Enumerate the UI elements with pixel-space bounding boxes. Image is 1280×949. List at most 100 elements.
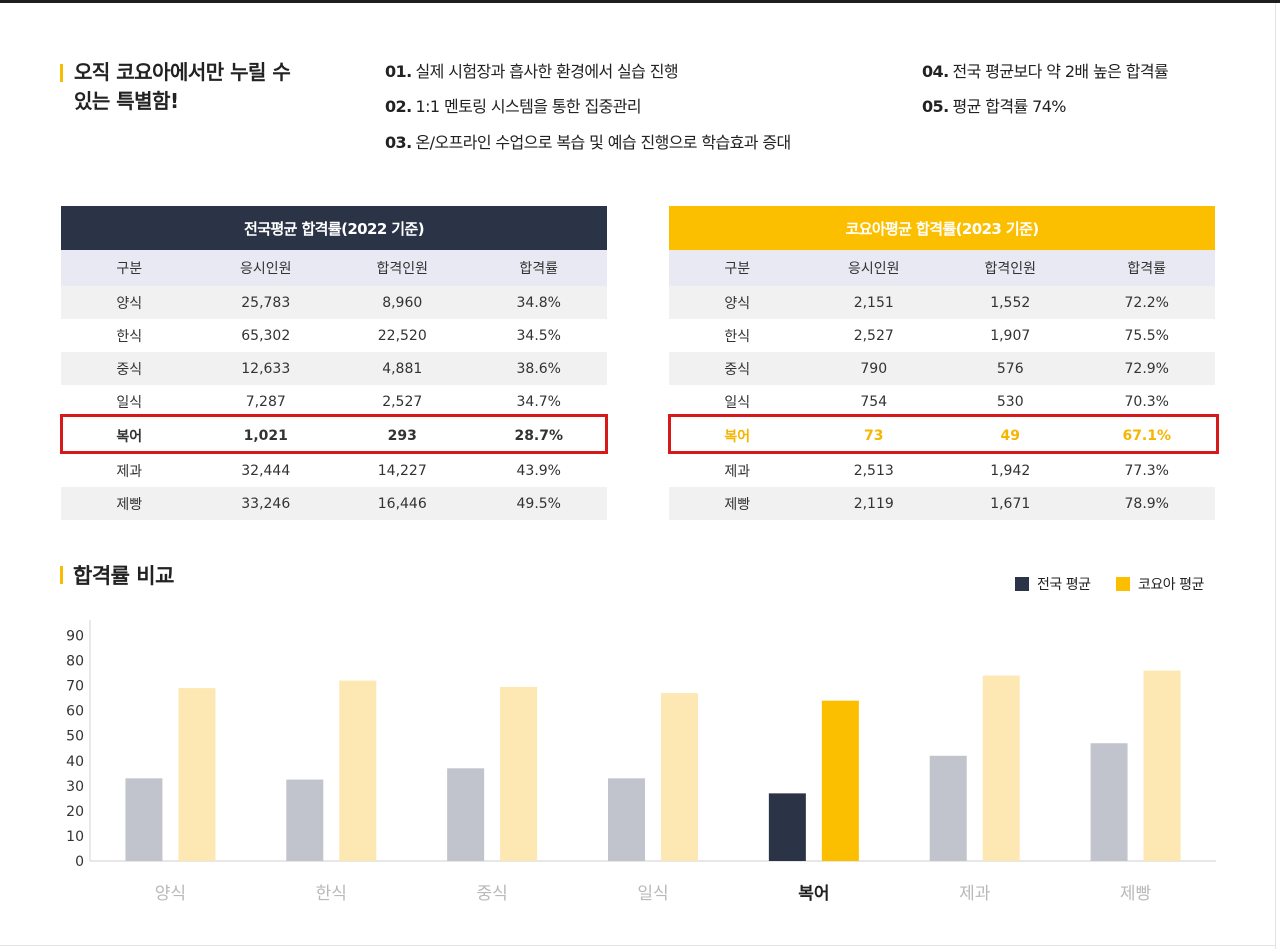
bottom-border bbox=[0, 945, 1276, 946]
y-tick-label: 70 bbox=[66, 679, 84, 695]
col-header: 구분 bbox=[669, 250, 806, 286]
bar-national-중식 bbox=[447, 768, 485, 861]
y-tick-label: 50 bbox=[66, 729, 84, 745]
y-tick-label: 40 bbox=[66, 754, 84, 770]
table-cell: 22,520 bbox=[334, 319, 471, 352]
bar-koyoa-제과 bbox=[982, 675, 1020, 861]
table-cell: 양식 bbox=[61, 286, 198, 319]
table-row: 한식 2,527 1,907 75.5% bbox=[669, 319, 1215, 352]
x-tick-label: 일식 bbox=[637, 884, 668, 904]
table-row: 제과 32,444 14,227 43.9% bbox=[61, 454, 607, 487]
table-cell: 28.7% bbox=[470, 418, 607, 454]
table-row: 한식 65,302 22,520 34.5% bbox=[61, 319, 607, 352]
table-cell: 2,527 bbox=[334, 385, 471, 418]
right-border bbox=[1275, 3, 1276, 949]
col-header: 합격인원 bbox=[942, 250, 1079, 286]
feature-item-3: 03. 온/오프라인 수업으로 복습 및 예습 진행으로 학습효과 증대 bbox=[385, 133, 791, 152]
table-row: 일식 7,287 2,527 34.7% bbox=[61, 385, 607, 418]
table-cell: 790 bbox=[805, 352, 942, 385]
national-table-title: 전국평균 합격률(2022 기준) bbox=[61, 206, 607, 250]
y-tick-label: 10 bbox=[66, 829, 84, 845]
bar-national-복어 bbox=[768, 793, 806, 861]
bar-national-제빵 bbox=[1090, 743, 1128, 861]
top-border bbox=[0, 0, 1280, 3]
table-cell: 8,960 bbox=[334, 286, 471, 319]
feature-item-1: 01. 실제 시험장과 흡사한 환경에서 실습 진행 bbox=[385, 62, 679, 81]
table-cell: 38.6% bbox=[470, 352, 607, 385]
y-tick-label: 20 bbox=[66, 804, 84, 820]
table-cell: 70.3% bbox=[1078, 385, 1215, 418]
table-cell: 제과 bbox=[669, 454, 806, 487]
y-tick-label: 80 bbox=[66, 654, 84, 670]
table-cell: 75.5% bbox=[1078, 319, 1215, 352]
table-cell: 일식 bbox=[669, 385, 806, 418]
table-cell: 복어 bbox=[669, 418, 806, 454]
table-cell: 한식 bbox=[61, 319, 198, 352]
legend-national: 전국 평균 bbox=[1015, 574, 1091, 594]
y-tick-label: 30 bbox=[66, 779, 84, 795]
table-cell: 34.8% bbox=[470, 286, 607, 319]
table-cell: 7,287 bbox=[197, 385, 334, 418]
col-header: 합격률 bbox=[470, 250, 607, 286]
table-cell: 1,942 bbox=[942, 454, 1079, 487]
intro-title: 오직 코요아에서만 누릴 수 있는 특별함! bbox=[74, 60, 291, 113]
table-cell: 78.9% bbox=[1078, 487, 1215, 520]
table-row: 제빵 2,119 1,671 78.9% bbox=[669, 487, 1215, 520]
table-cell: 1,021 bbox=[197, 418, 334, 454]
table-cell: 293 bbox=[334, 418, 471, 454]
table-cell: 복어 bbox=[61, 418, 198, 454]
col-header: 구분 bbox=[61, 250, 198, 286]
table-cell: 2,513 bbox=[805, 454, 942, 487]
table-cell: 77.3% bbox=[1078, 454, 1215, 487]
table-cell: 34.7% bbox=[470, 385, 607, 418]
legend-label-koyoa: 코요아 평균 bbox=[1138, 577, 1204, 593]
feature-item-2: 02. 1:1 멘토링 시스템을 통한 집중관리 bbox=[385, 97, 642, 116]
table-cell: 일식 bbox=[61, 385, 198, 418]
table-cell: 1,907 bbox=[942, 319, 1079, 352]
y-tick-label: 0 bbox=[75, 854, 84, 870]
table-cell: 72.9% bbox=[1078, 352, 1215, 385]
table-cell: 제과 bbox=[61, 454, 198, 487]
table-cell: 1,671 bbox=[942, 487, 1079, 520]
bar-national-양식 bbox=[125, 778, 163, 861]
col-header: 합격률 bbox=[1078, 250, 1215, 286]
bar-national-일식 bbox=[608, 778, 645, 861]
table-cell: 12,633 bbox=[197, 352, 334, 385]
comparison-section-title: 합격률 비교 bbox=[60, 560, 174, 590]
col-header: 응시인원 bbox=[805, 250, 942, 286]
x-tick-label: 한식 bbox=[316, 884, 347, 904]
table-cell: 제빵 bbox=[669, 487, 806, 520]
bar-koyoa-복어 bbox=[821, 700, 859, 861]
bar-national-한식 bbox=[286, 779, 324, 861]
table-cell: 49 bbox=[942, 418, 1079, 454]
feature-item-4: 04. 전국 평균보다 약 2배 높은 합격률 bbox=[922, 62, 1169, 81]
table-cell: 43.9% bbox=[470, 454, 607, 487]
table-cell: 72.2% bbox=[1078, 286, 1215, 319]
x-tick-label: 제과 bbox=[959, 884, 991, 904]
legend-label-national: 전국 평균 bbox=[1037, 577, 1091, 593]
table-row: 양식 25,783 8,960 34.8% bbox=[61, 286, 607, 319]
x-tick-label: 복어 bbox=[798, 884, 829, 904]
legend-swatch-koyoa bbox=[1116, 577, 1130, 591]
table-row: 제과 2,513 1,942 77.3% bbox=[669, 454, 1215, 487]
bar-national-제과 bbox=[929, 755, 967, 861]
table-cell: 한식 bbox=[669, 319, 806, 352]
bar-koyoa-제빵 bbox=[1143, 670, 1181, 861]
table-cell: 73 bbox=[805, 418, 942, 454]
heading-accent-bar bbox=[60, 566, 63, 584]
table-cell: 49.5% bbox=[470, 487, 607, 520]
table-cell: 32,444 bbox=[197, 454, 334, 487]
table-cell: 530 bbox=[942, 385, 1079, 418]
legend-koyoa: 코요아 평균 bbox=[1116, 574, 1204, 594]
highlighted-row-boeo: 복어 73 49 67.1% bbox=[669, 418, 1215, 454]
x-tick-label: 중식 bbox=[477, 884, 508, 904]
table-row: 제빵 33,246 16,446 49.5% bbox=[61, 487, 607, 520]
national-pass-rate-table: 전국평균 합격률(2022 기준) 구분 응시인원 합격인원 합격률 양식 25,… bbox=[61, 206, 607, 520]
table-cell: 34.5% bbox=[470, 319, 607, 352]
table-cell: 중식 bbox=[61, 352, 198, 385]
y-tick-label: 60 bbox=[66, 704, 84, 720]
intro-heading: 오직 코요아에서만 누릴 수 있는 특별함! bbox=[60, 58, 350, 116]
feature-item-5: 05. 평균 합격률 74% bbox=[922, 97, 1066, 116]
table-cell: 제빵 bbox=[61, 487, 198, 520]
section-title-text: 합격률 비교 bbox=[73, 564, 174, 588]
